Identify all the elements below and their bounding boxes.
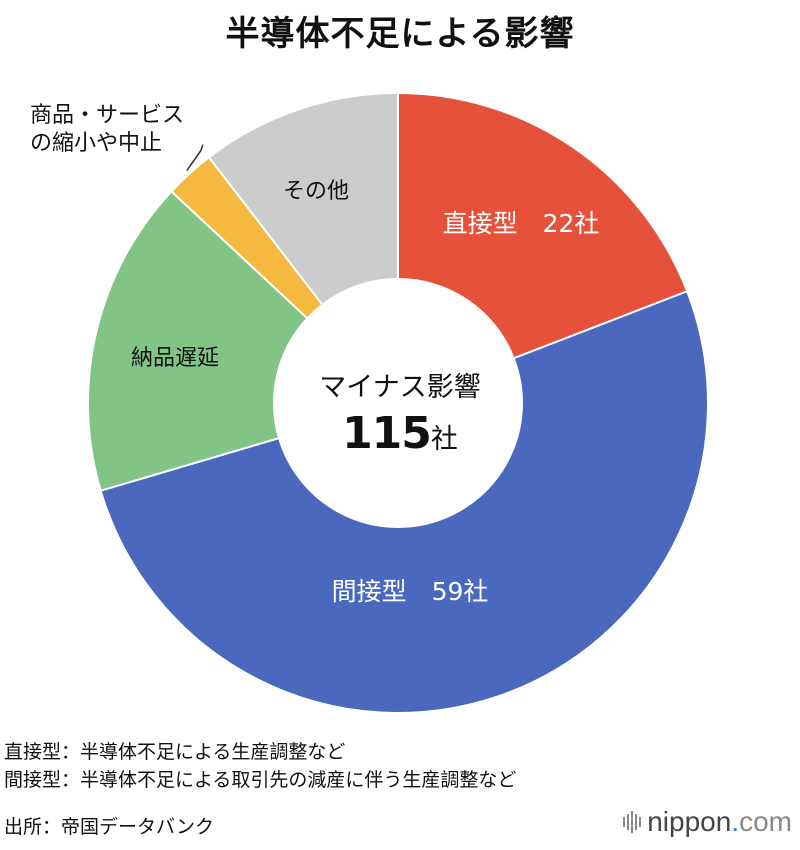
slice-label-direct: 直接型 22社: [443, 209, 600, 238]
center-label-text: マイナス影響: [319, 372, 481, 403]
logo-dot: .: [731, 806, 740, 837]
center-label: マイナス影響 115社: [268, 365, 532, 459]
logo-bars-icon: [623, 811, 642, 833]
chart-title: 半導体不足による影響: [225, 14, 575, 54]
center-total-unit: 社: [430, 424, 458, 455]
center-total-value: 115: [342, 408, 432, 459]
slice-label-product-reduction-line-2: の縮小や中止: [30, 131, 162, 156]
slice-label-indirect: 間接型 59社: [332, 577, 489, 606]
slice-delivery-delay: [87, 189, 309, 492]
slice-label-product-reduction-line-1: 商品・サービス: [30, 103, 184, 128]
logo-domain: com: [739, 806, 792, 837]
notes: 直接型：半導体不足による生産調整など 間接型：半導体不足による取引先の減産に伴う…: [4, 738, 516, 794]
logo-name: nippon: [647, 806, 732, 837]
slice-direct: [397, 91, 689, 360]
slice-other: [207, 91, 399, 307]
source-text: 出所：帝国データバンク: [4, 816, 214, 838]
slice-label-other: その他: [283, 179, 349, 204]
slice-label-delivery-delay: 納品遅延: [131, 346, 219, 371]
note-direct: 直接型：半導体不足による生産調整など: [4, 741, 346, 763]
center-total: 115社: [268, 408, 532, 459]
note-indirect: 間接型：半導体不足による取引先の減産に伴う生産調整など: [4, 769, 517, 791]
leader-line-product-reduction: [186, 144, 204, 172]
nippon-logo: nippon. com: [623, 806, 792, 838]
slice-indirect: [99, 289, 709, 714]
donut-hole: [275, 280, 521, 526]
